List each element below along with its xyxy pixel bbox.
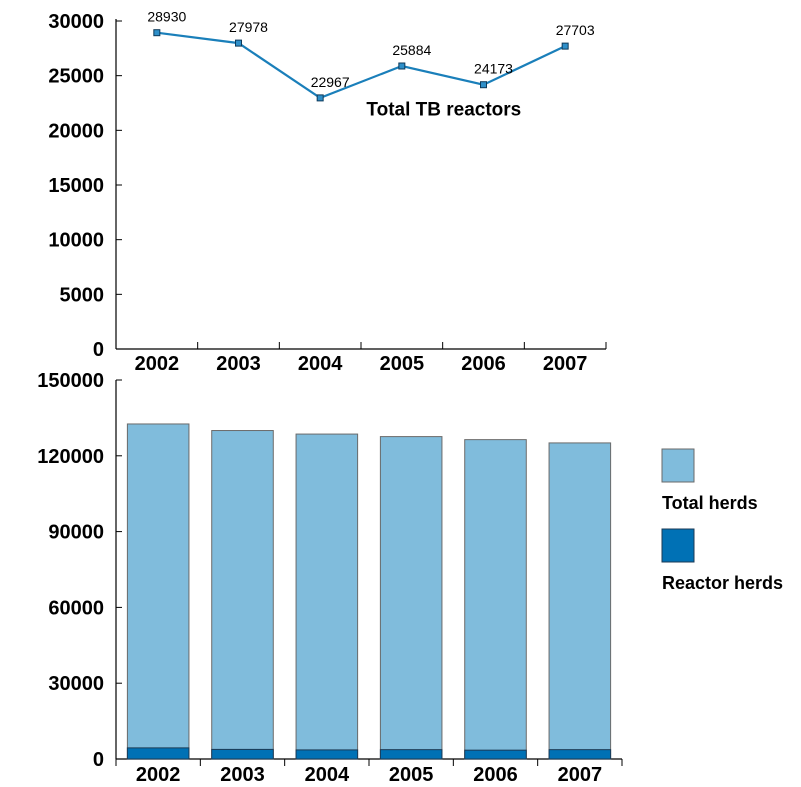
bar-y-tick-label: 60000 [48,597,104,619]
line-data-point [316,94,324,102]
line-data-point [153,29,161,37]
bar-reactor-herds [379,749,443,760]
bar-total-herds [464,439,527,760]
legend-label-reactor-herds: Reactor herds [662,573,783,593]
line-data-label: 22967 [311,74,350,90]
line-y-tick-label: 30000 [48,11,104,33]
legend-swatch-reactor-herds [661,528,695,563]
line-y-tick-label: 10000 [48,230,104,252]
line-data-label: 25884 [392,42,431,58]
line-y-tick-label: 25000 [48,66,104,88]
legend-label-total-herds: Total herds [662,493,758,513]
line-x-tick-label: 2007 [543,353,588,375]
bar-total-herds [126,423,190,760]
line-data-point [480,81,487,89]
bar-y-tick-label: 0 [93,749,104,771]
line-x-tick-label: 2003 [216,353,261,375]
bar-total-herds [295,433,359,760]
line-data-label: 28930 [147,9,186,25]
legend-swatch-total-herds [661,448,695,483]
bar-x-tick-label: 2003 [220,764,265,786]
bar-reactor-herds [464,749,527,760]
bar-x-tick-label: 2006 [473,764,518,786]
line-y-tick-label: 0 [93,339,104,361]
line-y-tick-label: 15000 [48,175,104,197]
line-annotation-label: Total TB reactors [366,99,521,120]
bar-x-tick-label: 2005 [389,764,434,786]
line-x-tick-label: 2006 [461,353,506,375]
line-chart-total-tb-reactors: 30000 25000 20000 15000 10000 5000 0 2002 2003 20… [48,9,607,375]
bar-x-tick-label: 2002 [136,764,181,786]
line-data-label: 24173 [474,61,513,77]
line-x-tick-label: 2004 [298,353,343,375]
bar-total-herds [211,430,274,760]
bar-x-tick-label: 2007 [558,764,603,786]
line-data-point [235,39,242,47]
bar-reactor-herds [548,749,612,760]
line-x-tick-label: 2002 [135,353,180,375]
bar-total-herds [548,442,612,760]
bar-x-tick-label: 2004 [305,764,350,786]
bar-y-tick-label: 30000 [48,673,104,695]
bar-y-tick-label: 120000 [37,446,104,468]
bar-y-tick-label: 150000 [37,370,104,392]
bar-reactor-herds [211,748,274,760]
line-y-tick-label: 20000 [48,120,104,142]
line-x-tick-label: 2005 [380,353,425,375]
bar-total-herds [379,436,443,760]
legend: Total herds Reactor herds [661,448,783,593]
line-data-label: 27978 [229,19,268,35]
bar-y-tick-label: 90000 [48,522,104,544]
line-y-tick-label: 5000 [60,284,105,306]
line-data-point [561,42,569,50]
line-data-label: 27703 [556,22,595,38]
line-data-point [398,62,406,70]
bar-reactor-herds [126,747,190,760]
bar-reactor-herds [295,749,359,760]
series-line-total-tb-reactors [156,31,566,100]
bar-chart-herds: 150000 120000 90000 60000 30000 0 2002 2003 2004… [37,370,623,786]
